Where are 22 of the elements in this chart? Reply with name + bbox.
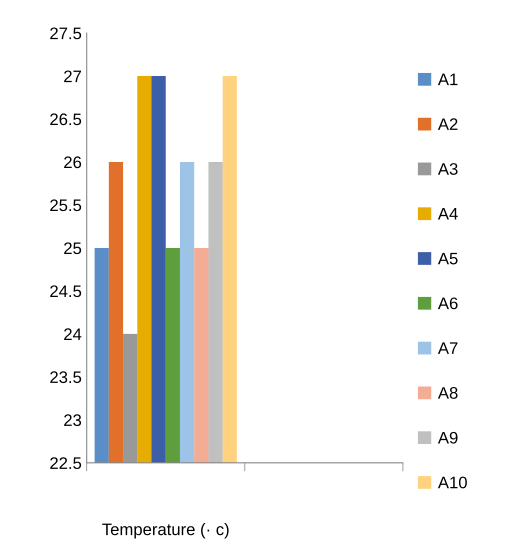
y-tick-label: 27 (64, 70, 82, 82)
y-tick-label: 24 (64, 328, 82, 340)
y-tick-label: 26.5 (50, 113, 82, 126)
legend-label: A8 (438, 387, 458, 399)
legend-label: A6 (438, 297, 458, 310)
legend-label: A10 (438, 476, 467, 488)
legend-label: A2 (438, 118, 458, 130)
y-tick-label: 23.5 (50, 371, 82, 384)
y-tick-label: 24.5 (50, 285, 82, 298)
y-tick-label: 27.5 (50, 27, 82, 40)
y-tick-label: 26 (64, 156, 82, 168)
legend-label: A3 (438, 163, 458, 175)
legend-label: A5 (438, 252, 458, 264)
legend-label: A4 (438, 208, 458, 220)
x-axis-title: Temperature (· c) (102, 523, 229, 539)
legend-label: A7 (438, 342, 458, 354)
y-tick-label: 25.5 (50, 199, 82, 212)
y-tick-label: 23 (64, 414, 82, 426)
y-tick-label: 22.5 (50, 457, 82, 470)
legend-label: A1 (438, 74, 458, 86)
y-tick-label: 25 (64, 242, 82, 254)
legend-label: A9 (438, 432, 458, 444)
